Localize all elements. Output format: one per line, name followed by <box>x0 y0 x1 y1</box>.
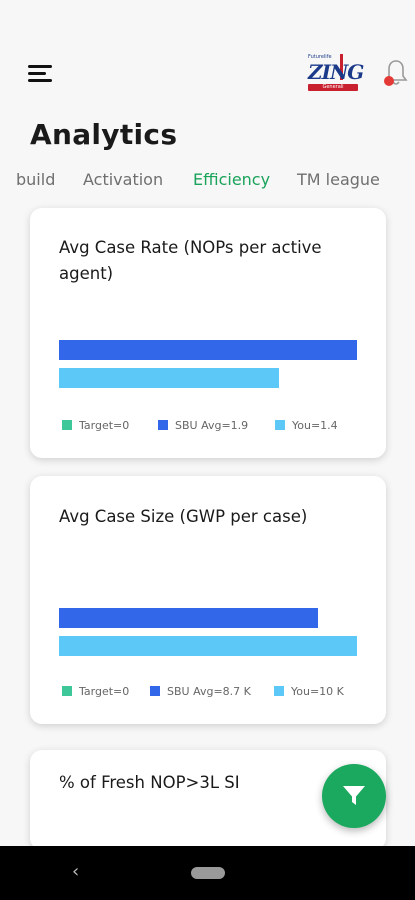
tab-build[interactable]: build <box>16 170 56 189</box>
logo-tagline: Futurelife <box>308 54 332 60</box>
filter-button[interactable] <box>322 764 386 828</box>
home-pill-icon[interactable] <box>191 867 225 879</box>
legend-item-you: You=1.4 <box>275 419 338 432</box>
analytics-tab-bar: build Activation Efficiency TM league <box>0 166 415 196</box>
system-navigation-bar: ‹ <box>0 846 415 900</box>
legend-label-sbu-avg: SBU Avg=1.9 <box>175 419 249 432</box>
legend-item-sbu-avg: SBU Avg=8.7 K <box>150 685 251 698</box>
avg-case-size-card: Avg Case Size (GWP per case) Target=0 SB… <box>30 476 386 724</box>
top-app-bar: Futurelife ZING Generali <box>0 0 415 110</box>
bar-you <box>59 636 357 656</box>
bar-you <box>59 368 279 388</box>
legend-item-target: Target=0 <box>62 419 129 432</box>
hamburger-menu-icon[interactable] <box>28 62 54 84</box>
legend-item-you: You=10 K <box>274 685 344 698</box>
logo-strip-text: Generali <box>322 84 344 90</box>
logo-word: ZING <box>308 60 364 84</box>
logo-spire <box>340 54 343 80</box>
tab-activation[interactable]: Activation <box>83 170 164 189</box>
legend-label-you: You=10 K <box>291 685 344 698</box>
legend-swatch-sbu-avg <box>158 420 168 430</box>
legend-swatch-sbu-avg <box>150 686 160 696</box>
legend-label-target: Target=0 <box>79 419 130 432</box>
bar-sbu-avg <box>59 608 319 628</box>
logo-strip: Generali <box>308 84 358 91</box>
card-title: Avg Case Size (GWP per case) <box>59 507 308 526</box>
card-title: Avg Case Rate (NOPs per active agent) <box>59 238 322 283</box>
legend-swatch-target <box>62 686 72 696</box>
back-icon[interactable]: ‹ <box>72 861 80 882</box>
legend-swatch-you <box>275 420 285 430</box>
filter-icon <box>343 786 365 805</box>
avg-case-rate-card: Avg Case Rate (NOPs per active agent) Ta… <box>30 208 386 458</box>
bar-sbu-avg <box>59 340 357 360</box>
legend-label-you: You=1.4 <box>292 419 338 432</box>
notification-bell-icon[interactable] <box>383 58 409 88</box>
page-title: Analytics <box>30 118 178 151</box>
zing-logo: Futurelife ZING Generali <box>306 54 364 92</box>
legend-label-target: Target=0 <box>79 685 130 698</box>
legend-item-target: Target=0 <box>62 685 129 698</box>
card-title: % of Fresh NOP>3L SI <box>59 773 240 792</box>
tab-tm-league[interactable]: TM league <box>297 170 380 189</box>
legend-swatch-you <box>274 686 284 696</box>
legend-swatch-target <box>62 420 72 430</box>
tab-efficiency[interactable]: Efficiency <box>193 170 271 189</box>
legend-label-sbu-avg: SBU Avg=8.7 K <box>167 685 251 698</box>
legend-item-sbu-avg: SBU Avg=1.9 <box>158 419 248 432</box>
